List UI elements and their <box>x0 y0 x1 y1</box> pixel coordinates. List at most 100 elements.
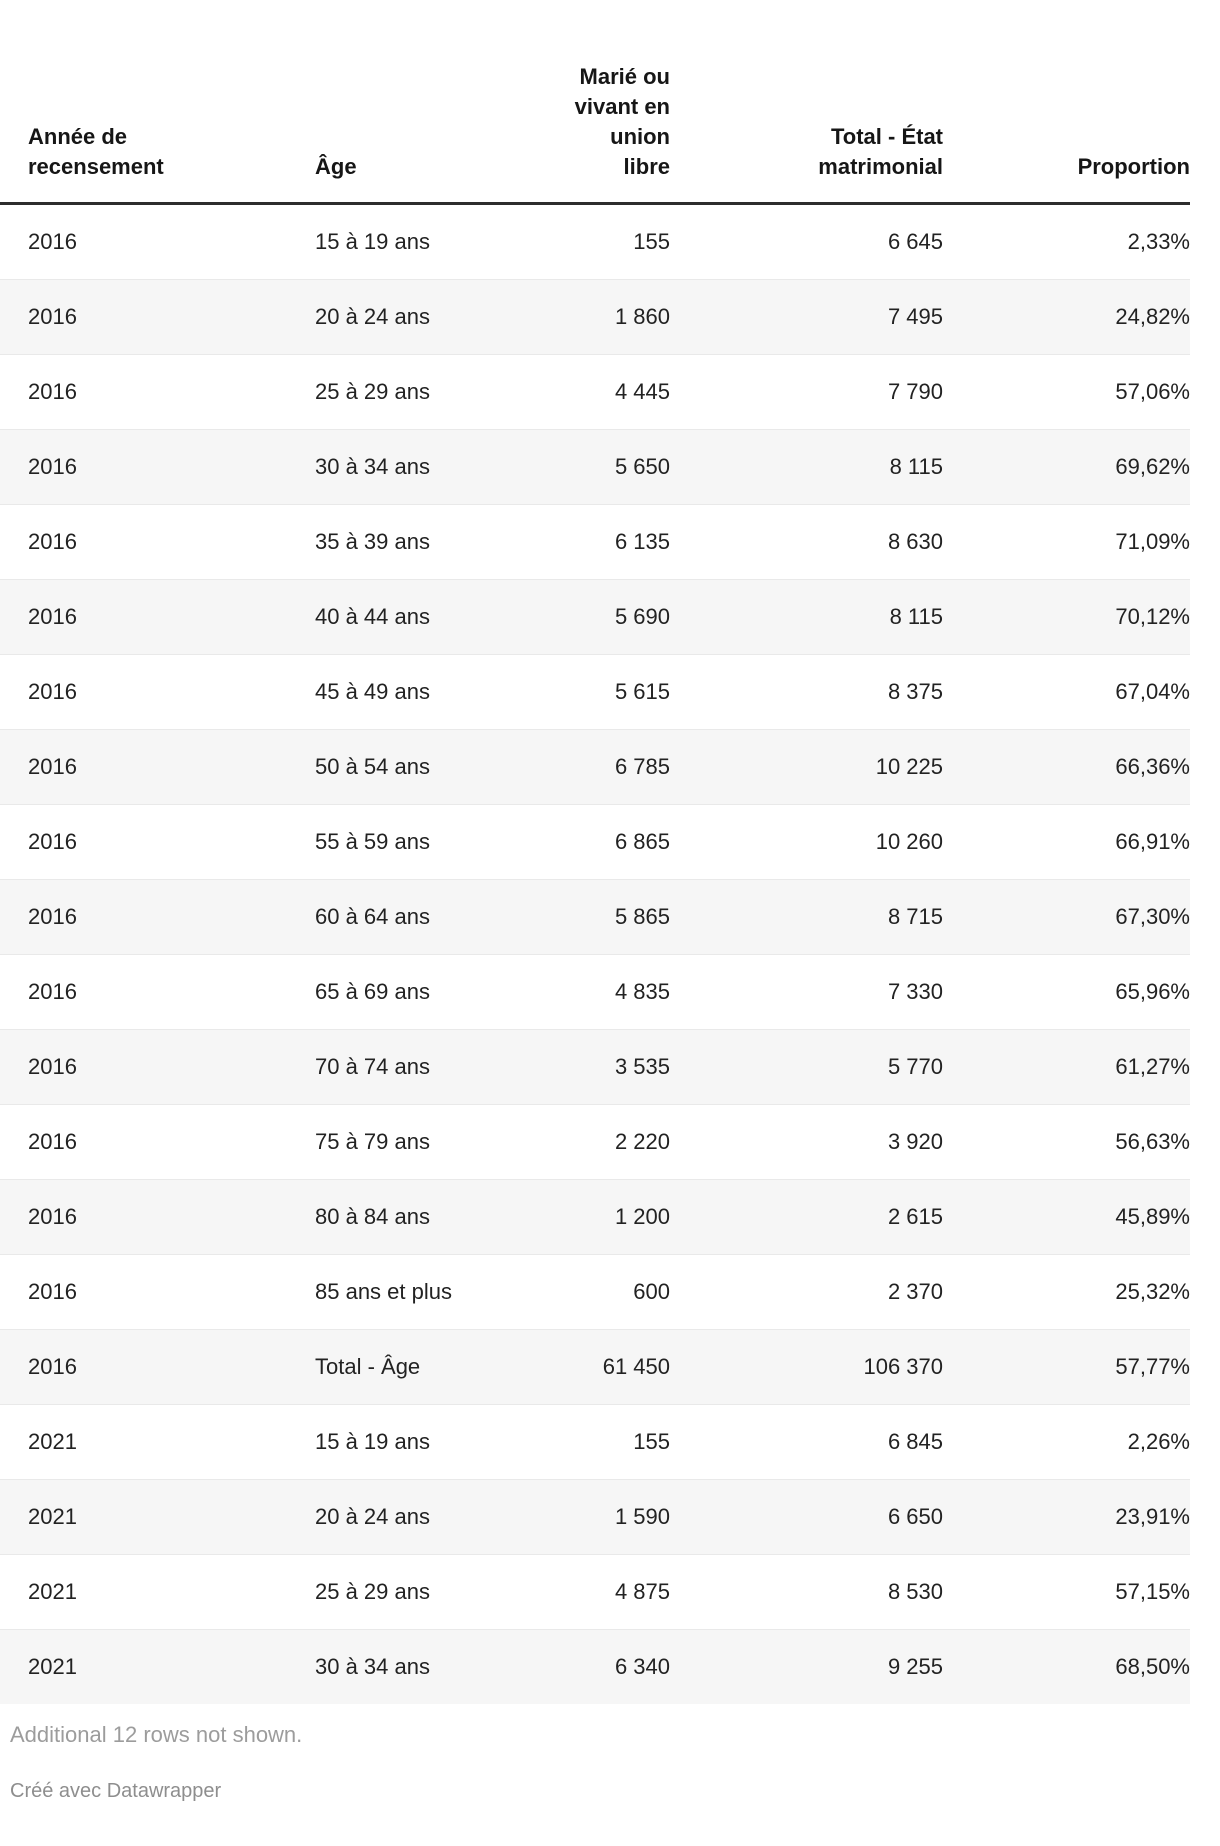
column-header-proportion: Proportion <box>943 0 1190 205</box>
table-row: 2016 50 à 54 ans 6 785 10 225 66,36% <box>0 729 1190 805</box>
table-cell: 155 <box>633 229 670 254</box>
table-cell: 68,50% <box>943 1629 1190 1704</box>
table-cell: 56,63% <box>943 1104 1190 1180</box>
table-cell: 4 875 <box>455 1554 670 1630</box>
table-cell: 6 645 <box>887 229 943 254</box>
data-table: Année de recensement Âge Marié ou vivant… <box>0 0 1190 1704</box>
table-cell: 8 375 <box>670 654 943 730</box>
table-cell: 45,89% <box>943 1179 1190 1255</box>
table-cell: 57,06% <box>943 354 1190 430</box>
table-cell: 30 à 34 ans <box>315 429 455 505</box>
table-cell: 67,30% <box>943 879 1190 955</box>
datawrapper-table-page: Année de recensement Âge Marié ou vivant… <box>0 0 1190 1802</box>
table-header: Année de recensement Âge Marié ou vivant… <box>0 0 1190 205</box>
table-row: 2021 30 à 34 ans 6 340 9 255 68,50% <box>0 1629 1190 1704</box>
table-row: 2016 20 à 24 ans 1 860 7 495 24,82% <box>0 279 1190 355</box>
table-body: 2016 15 à 19 ans 155 6 645 2,33% 2016 20 à 24 … <box>0 204 1190 1704</box>
table-cell: 61 450 <box>455 1329 670 1405</box>
table-row: 2016 25 à 29 ans 4 445 7 790 57,06% <box>0 354 1190 430</box>
column-header-total-etat-matrimonial: Total - État matrimonial <box>670 0 943 205</box>
table-cell: 70 à 74 ans <box>315 1029 455 1105</box>
table-cell: 2016 <box>0 579 315 655</box>
table-cell: 10 225 <box>670 729 943 805</box>
table-cell: 2 370 <box>670 1254 943 1330</box>
table-cell: 2021 <box>0 1554 315 1630</box>
table-cell: 40 à 44 ans <box>315 579 455 655</box>
table-cell: 65,96% <box>943 954 1190 1030</box>
table-cell: 45 à 49 ans <box>315 654 455 730</box>
table-cell: 2 220 <box>455 1104 670 1180</box>
table-row: 2016 65 à 69 ans 4 835 7 330 65,96% <box>0 954 1190 1030</box>
table-cell: 2,33% <box>1127 229 1190 254</box>
table-cell: 9 255 <box>670 1629 943 1704</box>
table-row: 2016 75 à 79 ans 2 220 3 920 56,63% <box>0 1104 1190 1180</box>
table-cell: 8 115 <box>670 429 943 505</box>
table-cell: 2021 <box>0 1629 315 1704</box>
table-cell: 10 260 <box>670 804 943 880</box>
table-cell: 8 115 <box>670 579 943 655</box>
table-cell: 3 920 <box>670 1104 943 1180</box>
table-cell: 7 495 <box>670 279 943 355</box>
table-cell: 25,32% <box>943 1254 1190 1330</box>
table-cell: 25 à 29 ans <box>315 1554 455 1630</box>
table-cell: 5 770 <box>670 1029 943 1105</box>
table-row: 2016 85 ans et plus 600 2 370 25,32% <box>0 1254 1190 1330</box>
column-header-annee-de-recensement: Année de recensement <box>0 0 315 205</box>
table-cell: 71,09% <box>943 504 1190 580</box>
table-cell: 6 785 <box>455 729 670 805</box>
table-cell: 2016 <box>0 879 315 955</box>
table-cell: 15 à 19 ans <box>315 1404 455 1480</box>
table-cell: 2016 <box>0 954 315 1030</box>
table-cell: 57,15% <box>943 1554 1190 1630</box>
table-cell: 60 à 64 ans <box>315 879 455 955</box>
table-row: 2016 35 à 39 ans 6 135 8 630 71,09% <box>0 504 1190 580</box>
table-row: 2016 80 à 84 ans 1 200 2 615 45,89% <box>0 1179 1190 1255</box>
table-cell: 20 à 24 ans <box>315 279 455 355</box>
table-row: 2016 55 à 59 ans 6 865 10 260 66,91% <box>0 804 1190 880</box>
rows-not-shown-note: Additional 12 rows not shown. <box>10 1722 303 1747</box>
column-header-age: Âge <box>315 0 455 205</box>
table-cell: 2021 <box>0 1479 315 1555</box>
table-cell: 7 790 <box>670 354 943 430</box>
table-cell: 80 à 84 ans <box>315 1179 455 1255</box>
table-row: 2016 Total - Âge 61 450 106 370 57,77% <box>0 1329 1190 1405</box>
table-cell: 85 ans et plus <box>315 1254 455 1330</box>
table-cell: 8 530 <box>670 1554 943 1630</box>
table-cell: 24,82% <box>943 279 1190 355</box>
table-row: 2021 25 à 29 ans 4 875 8 530 57,15% <box>0 1554 1190 1630</box>
table-cell: 55 à 59 ans <box>315 804 455 880</box>
table-cell: 2016 <box>28 229 77 254</box>
table-cell: 2016 <box>0 1179 315 1255</box>
table-cell: 6 845 <box>670 1404 943 1480</box>
table-cell: 57,77% <box>943 1329 1190 1405</box>
table-cell: 4 445 <box>455 354 670 430</box>
table-cell: 106 370 <box>670 1329 943 1405</box>
table-cell: 2016 <box>0 1104 315 1180</box>
table-cell: 2021 <box>0 1404 315 1480</box>
table-cell: 1 590 <box>455 1479 670 1555</box>
table-cell: 66,36% <box>943 729 1190 805</box>
table-cell: 66,91% <box>943 804 1190 880</box>
table-cell: 155 <box>455 1404 670 1480</box>
table-cell: 67,04% <box>943 654 1190 730</box>
table-row: 2016 40 à 44 ans 5 690 8 115 70,12% <box>0 579 1190 655</box>
table-row: 2016 60 à 64 ans 5 865 8 715 67,30% <box>0 879 1190 955</box>
table-cell: 15 à 19 ans <box>315 229 430 254</box>
table-row: 2016 15 à 19 ans 155 6 645 2,33% <box>0 204 1190 280</box>
table-cell: 8 715 <box>670 879 943 955</box>
table-cell: 2016 <box>0 429 315 505</box>
table-cell: 2016 <box>0 1329 315 1405</box>
table-cell: 1 860 <box>455 279 670 355</box>
table-cell: 2,26% <box>943 1404 1190 1480</box>
table-cell: 2016 <box>0 729 315 805</box>
table-cell: 5 690 <box>455 579 670 655</box>
table-cell: 2016 <box>0 804 315 880</box>
table-cell: 2016 <box>0 504 315 580</box>
table-cell: 75 à 79 ans <box>315 1104 455 1180</box>
table-cell: 5 615 <box>455 654 670 730</box>
table-cell: 70,12% <box>943 579 1190 655</box>
datawrapper-attribution-link[interactable]: Créé avec Datawrapper <box>10 1780 222 1802</box>
table-cell: 69,62% <box>943 429 1190 505</box>
table-row: 2016 70 à 74 ans 3 535 5 770 61,27% <box>0 1029 1190 1105</box>
header-row: Année de recensement Âge Marié ou vivant… <box>0 0 1190 205</box>
